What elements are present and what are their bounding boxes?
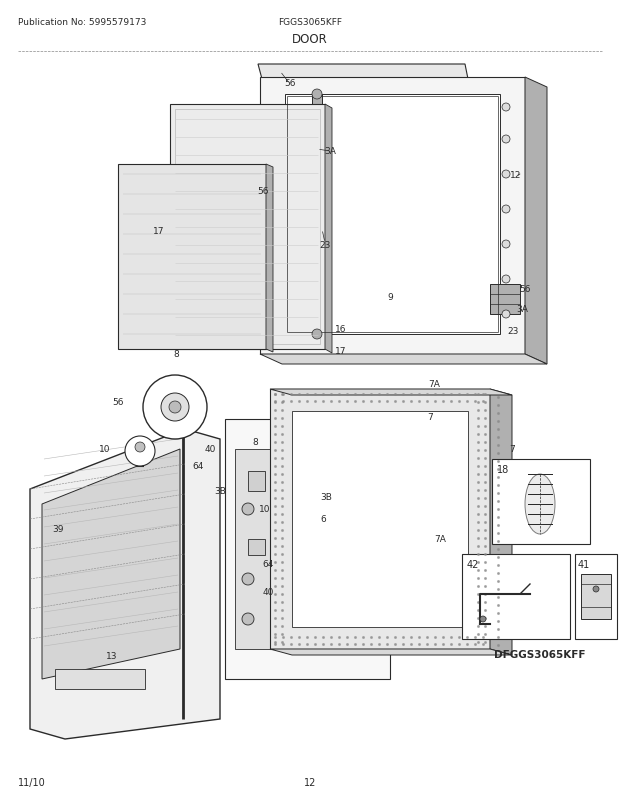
Text: DFGGS3065KFF: DFGGS3065KFF [494, 649, 586, 659]
Text: 56: 56 [257, 187, 268, 196]
Text: 3B: 3B [214, 487, 226, 496]
Circle shape [502, 104, 510, 111]
Text: 16: 16 [335, 325, 347, 334]
Text: 8: 8 [173, 350, 179, 359]
Circle shape [593, 586, 599, 592]
Circle shape [502, 310, 510, 318]
Circle shape [169, 402, 181, 414]
Circle shape [502, 276, 510, 284]
Circle shape [135, 443, 145, 452]
Text: 7: 7 [509, 445, 515, 454]
Polygon shape [490, 390, 512, 655]
Circle shape [242, 504, 254, 516]
Circle shape [242, 614, 254, 626]
Polygon shape [581, 574, 611, 619]
Text: 41: 41 [578, 559, 590, 569]
Polygon shape [248, 539, 265, 555]
Text: 23: 23 [507, 327, 519, 336]
Polygon shape [575, 554, 617, 639]
Circle shape [125, 436, 155, 467]
Text: 42: 42 [467, 559, 479, 569]
Polygon shape [170, 105, 325, 350]
Text: 3B: 3B [320, 493, 332, 502]
Circle shape [161, 394, 189, 422]
Text: 10: 10 [259, 505, 271, 514]
Circle shape [502, 206, 510, 214]
Polygon shape [490, 285, 520, 314]
Polygon shape [30, 429, 220, 739]
Polygon shape [462, 554, 570, 639]
Text: 64: 64 [192, 462, 204, 471]
Circle shape [143, 375, 207, 439]
Polygon shape [312, 95, 322, 334]
Text: 7A: 7A [428, 380, 440, 389]
Text: 12: 12 [304, 777, 316, 787]
Text: 9: 9 [387, 294, 393, 302]
Text: FGGS3065KFF: FGGS3065KFF [278, 18, 342, 27]
Circle shape [480, 616, 486, 622]
Text: 18: 18 [497, 464, 509, 475]
Text: 40: 40 [262, 588, 273, 597]
Circle shape [502, 241, 510, 249]
Circle shape [312, 330, 322, 339]
Text: 17: 17 [153, 227, 165, 237]
Text: 64: 64 [262, 560, 273, 569]
Text: 17: 17 [335, 347, 347, 356]
Text: Publication No: 5995579173: Publication No: 5995579173 [18, 18, 146, 27]
Polygon shape [270, 649, 512, 655]
Polygon shape [118, 164, 266, 350]
Polygon shape [225, 419, 390, 679]
Ellipse shape [525, 475, 555, 534]
Text: 10: 10 [99, 445, 111, 454]
Text: DOOR: DOOR [292, 33, 328, 46]
Polygon shape [260, 354, 547, 365]
Text: 56: 56 [520, 286, 531, 294]
Text: 12: 12 [510, 172, 521, 180]
Polygon shape [285, 95, 500, 334]
Polygon shape [270, 390, 512, 395]
Text: 7: 7 [427, 413, 433, 422]
Text: 23: 23 [319, 241, 330, 249]
Text: 39: 39 [52, 525, 64, 534]
Polygon shape [258, 65, 468, 80]
Text: 40: 40 [205, 445, 216, 454]
Polygon shape [492, 460, 590, 545]
Polygon shape [292, 411, 468, 627]
Polygon shape [310, 488, 328, 509]
Circle shape [242, 573, 254, 585]
Polygon shape [55, 669, 145, 689]
Polygon shape [325, 105, 332, 354]
Text: 11/10: 11/10 [18, 777, 46, 787]
Text: 7A: 7A [434, 535, 446, 544]
Text: 3A: 3A [324, 148, 336, 156]
Text: 3A: 3A [516, 305, 528, 314]
Circle shape [502, 171, 510, 179]
Polygon shape [235, 449, 380, 649]
Polygon shape [270, 390, 490, 649]
Circle shape [502, 136, 510, 144]
Polygon shape [525, 78, 547, 365]
Polygon shape [42, 449, 180, 679]
Polygon shape [260, 78, 525, 354]
Circle shape [312, 90, 322, 100]
Text: 56: 56 [112, 398, 124, 407]
Text: 8: 8 [252, 438, 258, 447]
Text: 56: 56 [284, 79, 296, 87]
Polygon shape [248, 472, 265, 492]
Text: 13: 13 [106, 652, 118, 661]
Text: 6: 6 [320, 515, 326, 524]
Polygon shape [266, 164, 273, 353]
